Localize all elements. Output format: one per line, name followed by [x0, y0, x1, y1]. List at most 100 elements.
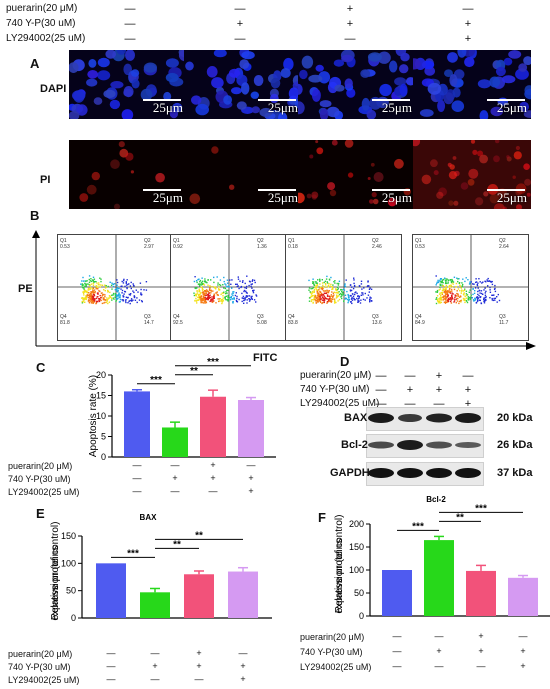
scale-bar	[372, 189, 410, 191]
y-tick-label: 200	[349, 519, 364, 529]
scale-label: 25μm	[496, 190, 527, 205]
treatment-sign: +	[520, 661, 526, 671]
treatment-sign: —	[194, 674, 204, 684]
treatment-sign: +	[436, 646, 442, 656]
bar	[228, 571, 258, 618]
wb-treatment-sign: —	[404, 370, 416, 382]
y-axis-label: Relative proteinsexpression (of control)	[50, 522, 61, 621]
treatment-sign: —	[106, 661, 116, 671]
y-tick-label: 5	[101, 432, 106, 442]
dapi-nuclei	[413, 50, 531, 119]
treatment-sign: —	[234, 3, 246, 15]
significance-label: **	[190, 366, 198, 377]
panel-letter-d: D	[340, 354, 350, 369]
treatment-sign: +	[210, 473, 216, 483]
flow-quadrant-q4: Q4 92.5	[173, 314, 183, 326]
flow-quadrant-q4: Q4 84.9	[415, 314, 425, 326]
flow-quadrant-q4: Q4 81.8	[60, 314, 70, 326]
treatment-label-ly294002: LY294002(25 uM)	[6, 33, 86, 44]
scale-label: 25μm	[267, 190, 298, 205]
panel-letter-e: E	[36, 506, 45, 521]
treatment-sign: +	[478, 631, 484, 641]
significance-label: **	[456, 512, 464, 523]
treatment-sign: —	[392, 631, 402, 641]
treatment-label-740yp: 740 Y-P(30 uM)	[6, 18, 76, 29]
flow-quadrant-q3: Q3 13.6	[372, 314, 382, 326]
wb-treatment-sign: +	[435, 370, 443, 382]
wb-band-name-bcl2: Bcl-2	[341, 439, 368, 451]
pi-image: 25μm	[413, 140, 531, 209]
bar	[508, 577, 538, 616]
treatment-sign: —	[150, 674, 160, 684]
flow-plot: Q1 0.92 Q2 1.36 Q4 92.5 Q3 5.08	[170, 234, 287, 341]
treatment-label: 740 Y-P(30 uM)	[8, 474, 71, 484]
treatment-sign: —	[344, 33, 356, 45]
scale-bar	[258, 189, 296, 191]
wb-label-ly294002: LY294002(25 uM)	[300, 398, 380, 409]
y-tick-label: 0	[71, 613, 76, 623]
y-tick-label: 20	[96, 370, 106, 380]
wb-kda-bcl2: 26 kDa	[497, 439, 533, 451]
scale-label: 25μm	[381, 100, 412, 115]
flow-scatter	[413, 235, 528, 340]
flow-plot: Q1 0.18 Q2 2.46 Q4 83.8 Q3 13.6	[285, 234, 402, 341]
treatment-sign: —	[124, 3, 136, 15]
treatment-sign: —	[132, 486, 142, 496]
treatment-sign: —	[124, 18, 136, 30]
treatment-label: 740 Y-P(30 uM)	[300, 647, 363, 657]
bar	[184, 574, 214, 618]
treatment-sign: +	[236, 18, 244, 30]
treatment-label: LY294002(25 uM)	[8, 675, 80, 685]
flow-quadrant-q1: Q1 0.53	[60, 238, 70, 250]
wb-treatment-sign: +	[406, 384, 414, 396]
treatment-sign: —	[462, 3, 474, 15]
flow-scatter	[58, 235, 173, 340]
treatment-sign: —	[106, 648, 116, 658]
row-label-dapi: DAPI	[40, 83, 67, 95]
treatment-sign: +	[520, 646, 526, 656]
significance-label: ***	[150, 375, 162, 386]
treatment-sign: +	[152, 661, 158, 671]
flow-quadrant-q1: Q1 0.92	[173, 238, 183, 250]
scale-label: 25μm	[267, 100, 298, 115]
y-tick-label: 100	[349, 565, 364, 575]
scale-label: 25μm	[496, 100, 527, 115]
treatment-sign: —	[170, 460, 180, 470]
bar	[238, 400, 264, 457]
flow-quadrant-q1: Q1 0.53	[415, 238, 425, 250]
chart-title: BAX	[140, 513, 158, 522]
treatment-sign: —	[476, 661, 486, 671]
treatment-sign: —	[150, 648, 160, 658]
treatment-sign: —	[238, 648, 248, 658]
treatment-sign: —	[124, 33, 136, 45]
treatment-sign: +	[196, 661, 202, 671]
significance-label: **	[173, 539, 181, 550]
flow-quadrant-q4: Q4 83.8	[288, 314, 298, 326]
wb-kda-bax: 20 kDa	[497, 412, 533, 424]
wb-treatment-sign: +	[435, 384, 443, 396]
bar	[140, 592, 170, 618]
wb-treatment-sign: —	[433, 398, 445, 410]
y-tick-label: 0	[359, 611, 364, 621]
flow-quadrant-q2: Q2 1.36	[257, 238, 267, 250]
treatment-label: LY294002(25 uM)	[8, 487, 80, 497]
y-tick-label: 15	[96, 391, 106, 401]
wb-label-puerarin: puerarin(20 μM)	[300, 370, 372, 381]
bar	[124, 391, 150, 457]
treatment-sign: —	[208, 486, 218, 496]
dapi-nuclei	[185, 50, 302, 119]
scale-bar	[487, 189, 525, 191]
treatment-label: LY294002(25 uM)	[300, 662, 372, 672]
flow-plot: Q1 0.53 Q2 2.64 Q4 84.9 Q3 11.7	[412, 234, 529, 341]
treatment-sign: +	[240, 674, 246, 684]
y-tick-label: 10	[96, 411, 106, 421]
dapi-image: 25μm	[298, 50, 416, 119]
flow-scatter	[286, 235, 401, 340]
treatment-sign: —	[170, 486, 180, 496]
wb-kda-gapdh: 37 kDa	[497, 467, 533, 479]
pi-image: 25μm	[184, 140, 302, 209]
dapi-image: 25μm	[184, 50, 302, 119]
treatment-sign: —	[246, 460, 256, 470]
y-tick-label: 150	[349, 542, 364, 552]
